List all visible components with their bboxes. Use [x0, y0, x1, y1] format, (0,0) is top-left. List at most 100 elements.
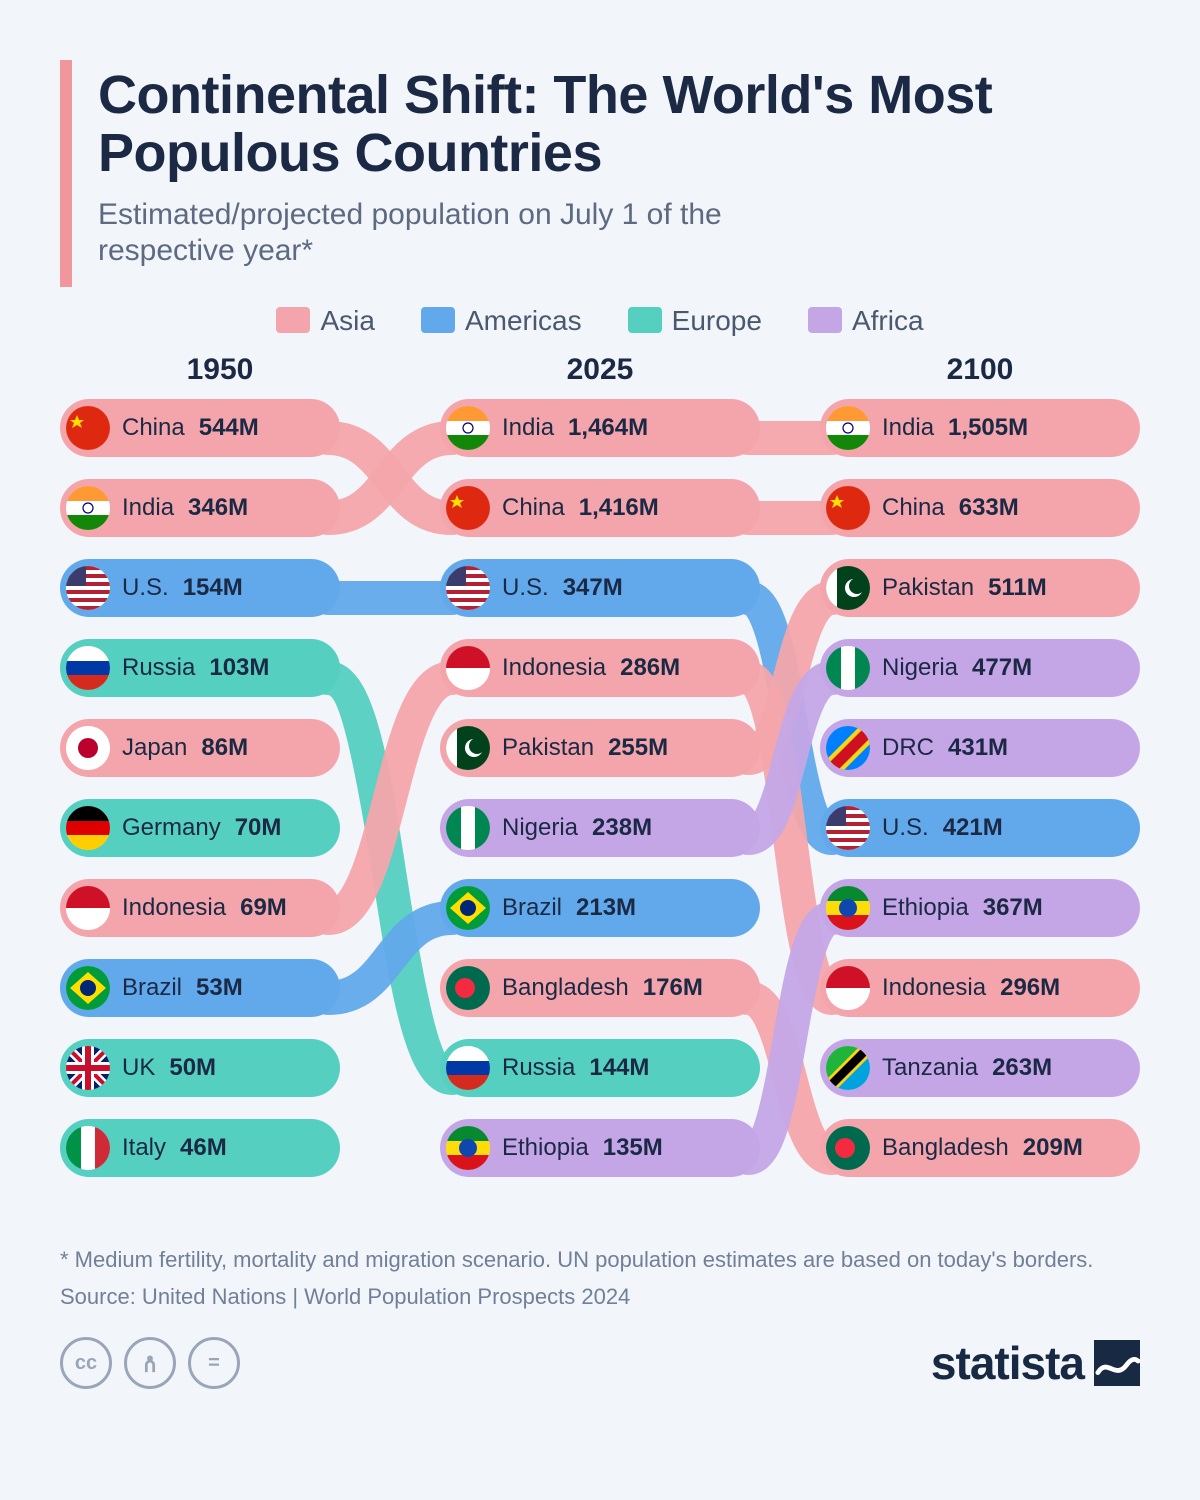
brand: statista: [931, 1336, 1140, 1390]
population-value: 238M: [592, 814, 652, 842]
country-name: Indonesia: [882, 974, 986, 1002]
population-value: 421M: [943, 814, 1003, 842]
brand-wave-icon: [1094, 1340, 1140, 1386]
population-value: 176M: [643, 974, 703, 1002]
country-pill: Pakistan255M: [440, 719, 760, 777]
population-value: 70M: [235, 814, 282, 842]
country-name: China: [122, 414, 185, 442]
country-name: UK: [122, 1054, 155, 1082]
legend-item: Africa: [808, 305, 924, 337]
population-value: 347M: [563, 574, 623, 602]
flag-icon: [826, 806, 870, 850]
ribbon: [748, 598, 832, 838]
country-pill: Indonesia 286M: [440, 639, 760, 697]
flag-icon: [66, 566, 110, 610]
country-name: India: [122, 494, 174, 522]
flag-icon: [446, 886, 490, 930]
country-name: Germany: [122, 814, 221, 842]
page-title: Continental Shift: The World's Most Popu…: [98, 66, 1140, 183]
country-pill: India1,505M: [820, 399, 1140, 457]
country-pill: Nigeria238M: [440, 799, 760, 857]
footer: cc = statista: [60, 1336, 1140, 1390]
flag-icon: [826, 726, 870, 770]
population-value: 1,464M: [568, 414, 648, 442]
flag-icon: [446, 646, 490, 690]
flag-icon: [826, 566, 870, 610]
country-pill: China633M: [820, 479, 1140, 537]
flag-icon: [446, 486, 490, 530]
country-pill: Bangladesh 176M: [440, 959, 760, 1017]
flag-icon: [826, 646, 870, 690]
country-name: Japan: [122, 734, 187, 762]
ribbon: [328, 678, 452, 1078]
flag-icon: [446, 406, 490, 450]
country-pill: Tanzania263M: [820, 1039, 1140, 1097]
country-name: Bangladesh: [502, 974, 629, 1002]
population-value: 1,416M: [579, 494, 659, 522]
population-value: 286M: [620, 654, 680, 682]
country-pill: Pakistan511M: [820, 559, 1140, 617]
flag-icon: [446, 566, 490, 610]
flag-icon: [66, 646, 110, 690]
country-pill: Bangladesh209M: [820, 1119, 1140, 1177]
country-name: Pakistan: [882, 574, 974, 602]
flag-icon: [66, 1126, 110, 1170]
population-value: 154M: [183, 574, 243, 602]
ribbon: [328, 438, 452, 518]
country-pill: Ethiopia 135M: [440, 1119, 760, 1177]
population-value: 633M: [959, 494, 1019, 522]
legend-item: Americas: [421, 305, 582, 337]
flag-icon: [446, 726, 490, 770]
ribbon: [748, 918, 832, 1158]
country-name: Indonesia: [502, 654, 606, 682]
country-pill: Indonesia296M: [820, 959, 1140, 1017]
country-name: Russia: [502, 1054, 575, 1082]
population-value: 213M: [576, 894, 636, 922]
population-value: 53M: [196, 974, 243, 1002]
year-label: 2100: [820, 353, 1140, 387]
population-value: 144M: [589, 1054, 649, 1082]
country-name: U.S.: [882, 814, 929, 842]
bump-chart: China544MIndia346MU.S.154MRussia103MJapa…: [60, 399, 1140, 1219]
country-name: Brazil: [122, 974, 182, 1002]
country-pill: Italy46M: [60, 1119, 340, 1177]
source-line: Source: United Nations | World Populatio…: [60, 1284, 1140, 1310]
footnote: * Medium fertility, mortality and migrat…: [60, 1245, 1140, 1275]
country-pill: Brazil213M: [440, 879, 760, 937]
cc-icons: cc =: [60, 1337, 240, 1389]
country-name: Ethiopia: [882, 894, 969, 922]
country-pill: Russia103M: [60, 639, 340, 697]
population-value: 431M: [948, 734, 1008, 762]
country-name: Italy: [122, 1134, 166, 1162]
year-label: 2025: [440, 353, 760, 387]
country-pill: U.S. 154M: [60, 559, 340, 617]
country-name: Pakistan: [502, 734, 594, 762]
ribbon: [748, 598, 832, 758]
country-name: India: [882, 414, 934, 442]
population-value: 346M: [188, 494, 248, 522]
ribbon: [748, 678, 832, 838]
country-pill: China1,416M: [440, 479, 760, 537]
population-value: 135M: [603, 1134, 663, 1162]
title-block: Continental Shift: The World's Most Popu…: [60, 60, 1140, 287]
country-pill: UK50M: [60, 1039, 340, 1097]
legend: AsiaAmericasEuropeAfrica: [60, 305, 1140, 337]
flag-icon: [826, 966, 870, 1010]
country-pill: Brazil 53M: [60, 959, 340, 1017]
flag-icon: [446, 806, 490, 850]
country-name: Ethiopia: [502, 1134, 589, 1162]
population-value: 69M: [240, 894, 287, 922]
country-pill: Ethiopia367M: [820, 879, 1140, 937]
country-name: India: [502, 414, 554, 442]
flag-icon: [66, 406, 110, 450]
population-value: 103M: [209, 654, 269, 682]
country-pill: Indonesia69M: [60, 879, 340, 937]
population-value: 544M: [199, 414, 259, 442]
country-pill: China 544M: [60, 399, 340, 457]
country-name: U.S.: [122, 574, 169, 602]
flag-icon: [826, 886, 870, 930]
legend-item: Europe: [628, 305, 762, 337]
country-pill: India 1,464M: [440, 399, 760, 457]
population-value: 86M: [201, 734, 248, 762]
country-pill: Japan 86M: [60, 719, 340, 777]
